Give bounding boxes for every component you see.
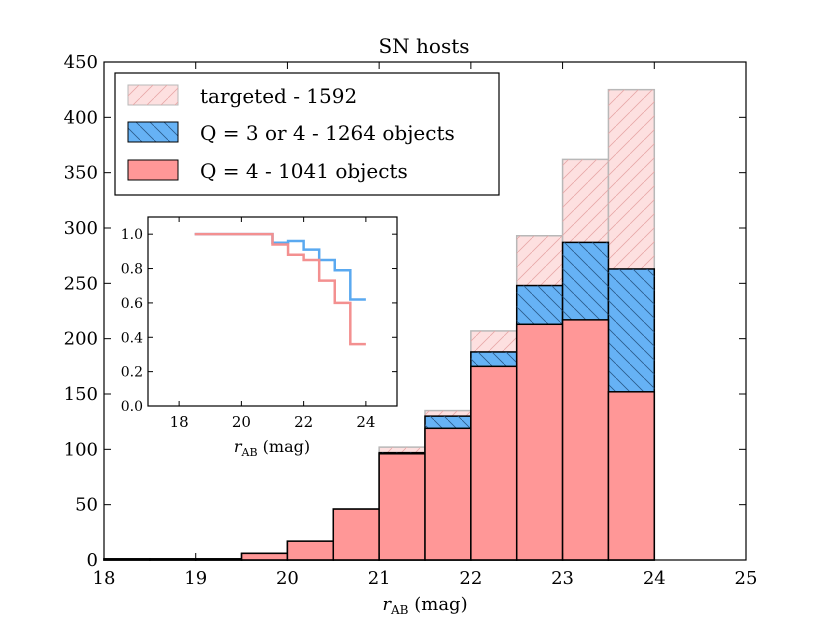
bar-q4: [515, 323, 564, 561]
legend: targeted - 1592 Q = 3 or 4 - 1264 object…: [114, 72, 500, 196]
legend-swatch-q34-hatch: [127, 121, 179, 143]
inset-y-tick-label: 0.4: [121, 330, 143, 346]
inset-x-tick-label: 24: [356, 413, 375, 431]
main-bars-layer: [103, 88, 656, 561]
legend-swatch-targeted-hatch: [128, 85, 178, 105]
inset-y-tick-label: 1.0: [121, 227, 143, 243]
x-tick-label: 18: [93, 568, 116, 589]
inset-x-tick-label: 18: [170, 413, 189, 431]
x-tick-label: 23: [551, 568, 574, 589]
bar-q4: [607, 391, 656, 561]
y-tick-label: 0: [87, 550, 98, 571]
y-tick-label: 450: [64, 52, 98, 73]
inset-chart: 18 20 22 24 0.0 0.2 0.4 0.6 0.8 1.0 rAB (mag): [121, 216, 398, 459]
legend-swatch-q4: [127, 159, 179, 181]
inset-y-tick-label: 0.0: [121, 399, 143, 415]
x-tick-label: 21: [368, 568, 391, 589]
inset-axes-layer: 18 20 22 24 0.0 0.2 0.4 0.6 0.8 1.0: [121, 217, 397, 431]
bar-q4: [332, 508, 380, 561]
inset-y-tick-label: 0.8: [121, 262, 143, 278]
legend-box: [114, 72, 500, 196]
y-tick-label: 400: [64, 107, 98, 128]
chart-title: SN hosts: [378, 34, 469, 58]
y-tick-label: 300: [64, 218, 98, 239]
inset-x-tick-label: 20: [232, 413, 251, 431]
inset-x-axis-label: rAB (mag): [234, 437, 310, 459]
y-tick-label: 200: [64, 329, 98, 350]
inset-line-q4: [194, 232, 366, 346]
legend-label-q34: Q = 3 or 4 - 1264 objects: [200, 121, 455, 145]
y-tick-label: 100: [64, 439, 98, 460]
x-tick-label: 24: [643, 568, 666, 589]
x-tick-label: 25: [735, 568, 758, 589]
main-x-axis-label: rAB (mag): [382, 594, 467, 617]
y-tick-label: 150: [64, 384, 98, 405]
main-axes-layer: 18 19 20 21 22 23 24 25050100150200250300350400…: [64, 52, 758, 589]
legend-label-targeted: targeted - 1592: [200, 84, 357, 108]
inset-y-tick-label: 0.6: [121, 296, 143, 312]
x-tick-label: 22: [459, 568, 482, 589]
main-plot-frame: [103, 61, 747, 561]
x-tick-label: 19: [184, 568, 207, 589]
inset-background: [148, 217, 397, 406]
legend-label-q4: Q = 4 - 1041 objects: [200, 159, 408, 183]
inset-x-tick-label: 22: [294, 413, 313, 431]
y-tick-label: 350: [64, 163, 98, 184]
bar-q4: [424, 427, 472, 561]
inset-y-tick-label: 0.2: [121, 365, 143, 381]
bar-q4: [378, 453, 426, 561]
bar-q4: [286, 540, 335, 561]
y-tick-label: 50: [75, 495, 98, 516]
x-tick-label: 20: [276, 568, 299, 589]
bar-q4: [240, 552, 289, 561]
inset-lines-layer: [194, 232, 366, 346]
bar-q4: [470, 365, 518, 561]
bar-q4: [561, 319, 610, 561]
y-tick-label: 250: [64, 273, 98, 294]
inset-line-q34: [194, 232, 366, 301]
inset-plot-frame: [147, 216, 398, 407]
